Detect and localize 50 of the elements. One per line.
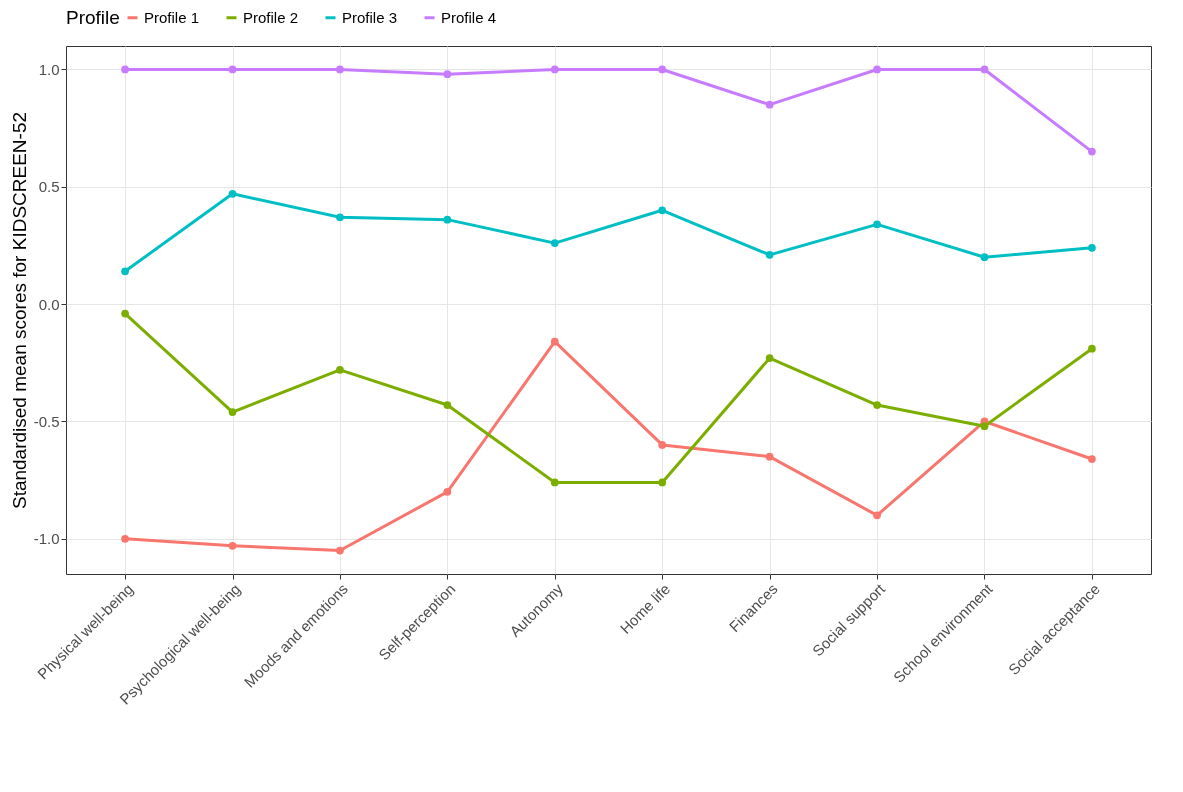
point	[658, 478, 667, 487]
point	[873, 220, 881, 229]
point	[121, 534, 129, 543]
y-tick-label: 0.5	[38, 178, 60, 196]
legend-label: Profile 1	[144, 8, 200, 26]
legend-label: Profile 2	[243, 8, 299, 26]
y-tick-label: 0.0	[38, 295, 60, 313]
point	[765, 100, 774, 109]
point	[658, 206, 667, 215]
legend-label: Profile 3	[342, 8, 398, 26]
point	[121, 309, 129, 318]
point	[550, 478, 559, 487]
point	[1088, 147, 1096, 156]
point	[873, 511, 881, 520]
point	[443, 401, 452, 409]
point	[121, 267, 129, 276]
point	[765, 452, 774, 461]
point	[1088, 243, 1096, 252]
point	[443, 215, 452, 224]
point	[550, 239, 559, 247]
point	[228, 541, 237, 550]
point	[658, 65, 667, 74]
point	[121, 65, 129, 74]
point	[1088, 344, 1096, 353]
legend-title: Profile	[66, 7, 120, 28]
point	[980, 422, 989, 431]
point	[336, 546, 344, 555]
y-tick-label: -1.0	[33, 530, 60, 548]
point	[550, 337, 559, 346]
point	[765, 354, 774, 362]
point	[980, 65, 989, 74]
point	[336, 213, 344, 222]
y-tick-label: 1.0	[38, 60, 60, 78]
point	[336, 365, 344, 374]
y-tick-label: -0.5	[33, 412, 60, 430]
point	[443, 488, 452, 496]
point	[980, 253, 989, 262]
point	[873, 401, 881, 409]
point	[658, 441, 667, 449]
point	[228, 65, 237, 74]
point	[765, 250, 774, 259]
point	[443, 70, 452, 79]
point	[873, 65, 881, 74]
point	[336, 65, 344, 74]
y-axis-title: Standardised mean scores for KIDSCREEN-52	[8, 111, 30, 510]
point	[550, 65, 559, 74]
legend-label: Profile 4	[441, 8, 497, 26]
point	[228, 408, 237, 416]
point	[1088, 455, 1096, 463]
point	[228, 189, 237, 198]
